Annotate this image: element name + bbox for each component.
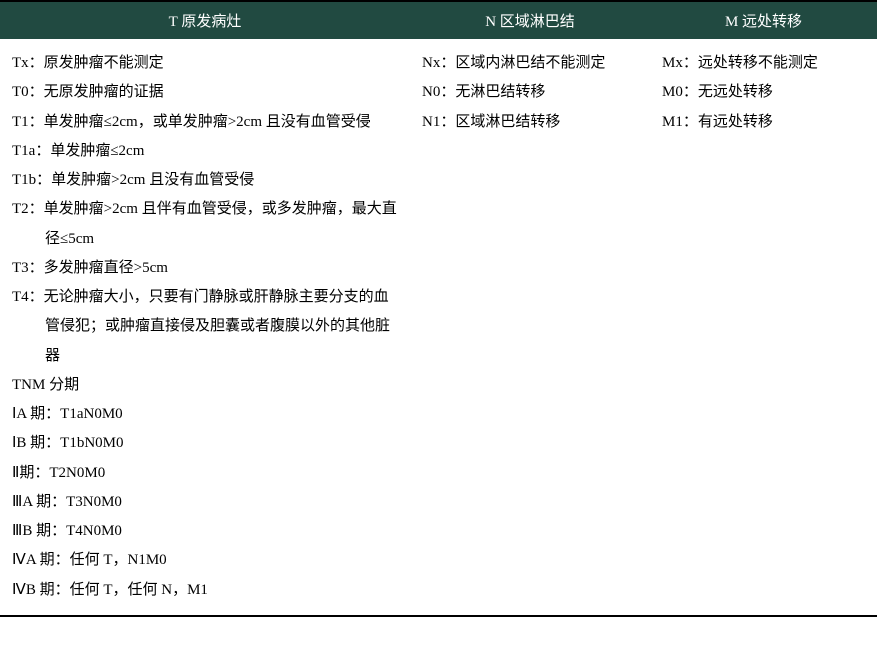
stage-item: ⅠA 期：T1aN0M0	[12, 400, 402, 429]
n-item: N0：无淋巴结转移	[422, 78, 642, 107]
stage-item: Ⅱ期：T2N0M0	[12, 459, 402, 488]
m-item: Mx：远处转移不能测定	[662, 49, 869, 78]
header-n: N 区域淋巴结	[410, 1, 650, 39]
stage-item: ⅣA 期：任何 T，N1M0	[12, 546, 402, 575]
t-item: T4：无论肿瘤大小，只要有门静脉或肝静脉主要分支的血管侵犯；或肿瘤直接侵及胆囊或…	[12, 283, 402, 371]
cell-m: Mx：远处转移不能测定 M0：无远处转移 M1：有远处转移	[650, 39, 877, 616]
cell-n: Nx：区域内淋巴结不能测定 N0：无淋巴结转移 N1：区域淋巴结转移	[410, 39, 650, 616]
t-item: T0：无原发肿瘤的证据	[12, 78, 402, 107]
header-m: M 远处转移	[650, 1, 877, 39]
n-item: Nx：区域内淋巴结不能测定	[422, 49, 642, 78]
stage-item: ⅢB 期：T4N0M0	[12, 517, 402, 546]
stage-item: ⅢA 期：T3N0M0	[12, 488, 402, 517]
t-item: T1a：单发肿瘤≤2cm	[12, 137, 402, 166]
cell-t: Tx：原发肿瘤不能测定 T0：无原发肿瘤的证据 T1：单发肿瘤≤2cm，或单发肿…	[0, 39, 410, 616]
table-body-row: Tx：原发肿瘤不能测定 T0：无原发肿瘤的证据 T1：单发肿瘤≤2cm，或单发肿…	[0, 39, 877, 616]
m-item: M1：有远处转移	[662, 108, 869, 137]
tnm-title: TNM 分期	[12, 371, 402, 400]
stage-item: ⅠB 期：T1bN0M0	[12, 429, 402, 458]
table-header-row: T 原发病灶 N 区域淋巴结 M 远处转移	[0, 1, 877, 39]
t-item: T2：单发肿瘤>2cm 且伴有血管受侵，或多发肿瘤，最大直径≤5cm	[12, 195, 402, 254]
t-item: Tx：原发肿瘤不能测定	[12, 49, 402, 78]
n-item: N1：区域淋巴结转移	[422, 108, 642, 137]
t-item: T3：多发肿瘤直径>5cm	[12, 254, 402, 283]
t-item: T1b：单发肿瘤>2cm 且没有血管受侵	[12, 166, 402, 195]
header-t: T 原发病灶	[0, 1, 410, 39]
stage-item: ⅣB 期：任何 T，任何 N，M1	[12, 576, 402, 605]
tnm-staging-table: T 原发病灶 N 区域淋巴结 M 远处转移 Tx：原发肿瘤不能测定 T0：无原发…	[0, 0, 877, 617]
t-item: T1：单发肿瘤≤2cm，或单发肿瘤>2cm 且没有血管受侵	[12, 108, 402, 137]
m-item: M0：无远处转移	[662, 78, 869, 107]
